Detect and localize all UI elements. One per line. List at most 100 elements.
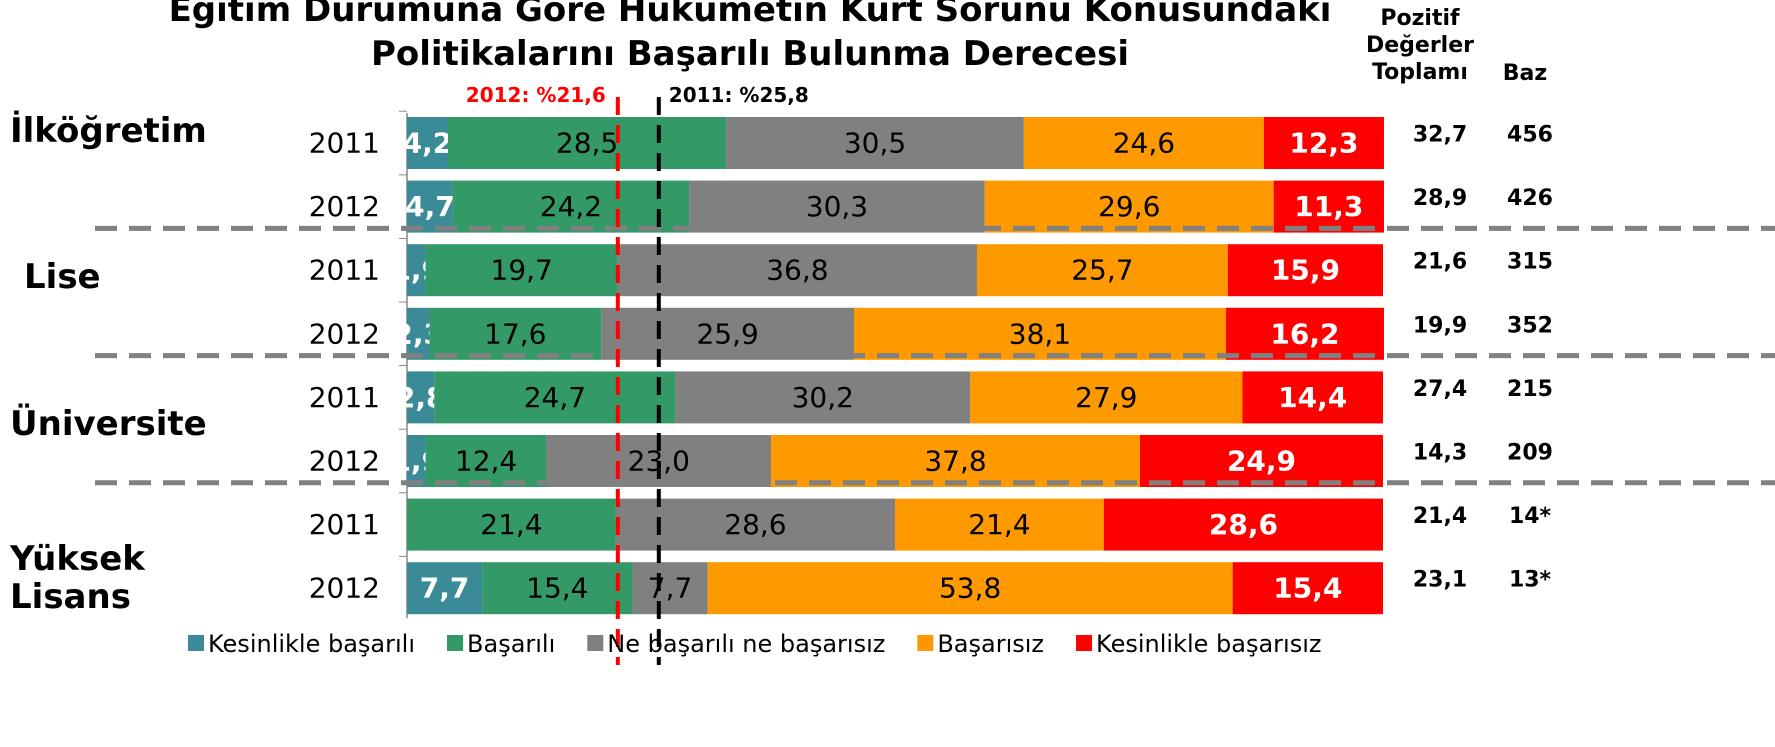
legend-label: Kesinlikle başarılı	[208, 630, 415, 658]
reference-label: 2011: %25,8	[669, 83, 809, 107]
data-label: 38,1	[1009, 317, 1071, 350]
data-label: 15,9	[1271, 254, 1340, 287]
data-label: 28,6	[724, 508, 786, 541]
data-label: 7,7	[420, 572, 470, 605]
data-label: 24,7	[524, 381, 586, 414]
bar-segment	[452, 180, 690, 233]
legend-label: Başarısız	[937, 630, 1044, 658]
y-tick-label: 2011	[309, 254, 380, 287]
legend-swatch	[917, 635, 934, 651]
bar-segment	[615, 498, 895, 551]
bar-segment	[617, 244, 977, 297]
data-label: 19,7	[491, 254, 553, 287]
bar-segment	[407, 562, 483, 615]
data-label: 27,9	[1075, 381, 1137, 414]
data-label: 29,6	[1098, 190, 1160, 223]
bar-segment	[726, 117, 1024, 169]
y-tick-label: 2012	[309, 190, 380, 223]
data-label: 16,2	[1270, 317, 1339, 350]
group-label: Yüksek Lisans	[10, 539, 145, 617]
data-label: 12,3	[1289, 127, 1358, 160]
bar-segment	[407, 498, 616, 551]
data-label: 30,5	[844, 127, 906, 160]
bar-segment	[707, 562, 1233, 615]
data-label: 36,8	[766, 254, 828, 287]
data-label: 11,3	[1294, 190, 1363, 223]
bar-segment	[632, 562, 708, 615]
bar-segment	[425, 435, 547, 487]
column-value: 28,9	[1413, 186, 1467, 211]
legend-swatch	[447, 635, 464, 651]
bar-segment	[1103, 498, 1383, 551]
column-value: 23,1	[1413, 568, 1467, 593]
bar-segment	[970, 371, 1243, 424]
column-value: 21,6	[1413, 250, 1467, 275]
column-value: 456	[1507, 123, 1553, 148]
bar-segment	[447, 117, 727, 169]
data-label: 53,8	[939, 572, 1001, 605]
group-label: İlköğretim	[10, 111, 207, 151]
bar-segment	[601, 307, 855, 360]
data-label: 28,5	[556, 127, 618, 160]
y-tick-label: 2012	[309, 572, 380, 605]
y-tick-label: 2011	[309, 127, 380, 160]
data-label: 15,4	[526, 572, 588, 605]
bar-segment	[407, 180, 453, 233]
data-label: 24,9	[1227, 445, 1296, 478]
data-label: 24,6	[1113, 127, 1175, 160]
y-tick-label: 2012	[309, 317, 380, 350]
data-label: 30,2	[792, 381, 854, 414]
bar-segment	[1273, 180, 1384, 233]
reference-label: 2012: %21,6	[466, 83, 606, 107]
y-tick-label: 2012	[309, 445, 380, 478]
legend-label: Kesinlikle başarısız	[1096, 630, 1321, 658]
data-label: 28,6	[1209, 508, 1278, 541]
bar-segment	[1232, 562, 1383, 615]
column-value: 13*	[1509, 568, 1552, 593]
data-label: 21,4	[480, 508, 542, 541]
column-header: Pozitif Değerler Toplamı	[1365, 6, 1474, 85]
bar-segment	[429, 307, 602, 360]
column-value: 32,7	[1413, 123, 1467, 148]
column-value: 19,9	[1413, 313, 1467, 338]
data-label: 25,9	[696, 317, 758, 350]
column-value: 21,4	[1413, 504, 1467, 529]
bar-segment	[976, 244, 1228, 297]
bar-segment	[1263, 117, 1384, 169]
bar-segment	[407, 435, 426, 487]
group-label: Lise	[24, 257, 101, 297]
bar-segment	[434, 371, 676, 424]
column-value: 14*	[1509, 504, 1552, 529]
bar-segment	[407, 371, 435, 424]
bar-segment	[425, 244, 618, 297]
legend-swatch	[188, 635, 204, 651]
legend-swatch	[587, 635, 604, 651]
data-label: 37,8	[924, 445, 986, 478]
y-tick-label: 2011	[309, 508, 380, 541]
column-header: Baz	[1502, 61, 1548, 86]
data-label: 4,2	[403, 127, 453, 160]
bar-segment	[984, 180, 1274, 233]
bar-segment	[407, 307, 430, 360]
bar-segment	[407, 244, 426, 297]
bar-segment	[1225, 307, 1384, 360]
bar-segment	[895, 498, 1104, 551]
data-label: 17,6	[484, 317, 546, 350]
data-label: 24,2	[540, 190, 602, 223]
bar-segment	[482, 562, 633, 615]
legend-label: Ne başarılı ne başarısız	[607, 630, 885, 658]
legend-label: Başarılı	[467, 630, 555, 658]
column-value: 209	[1507, 441, 1553, 466]
column-value: 14,3	[1413, 441, 1467, 466]
group-label: Üniversite	[10, 404, 207, 444]
column-value: 27,4	[1413, 377, 1467, 402]
data-label: 30,3	[806, 190, 868, 223]
y-tick-label: 2011	[309, 381, 380, 414]
data-label: 14,4	[1278, 381, 1347, 414]
bar-segment	[689, 180, 985, 233]
data-label: 21,4	[968, 508, 1030, 541]
bar-segment	[1023, 117, 1264, 169]
bar-segment	[1139, 435, 1383, 487]
